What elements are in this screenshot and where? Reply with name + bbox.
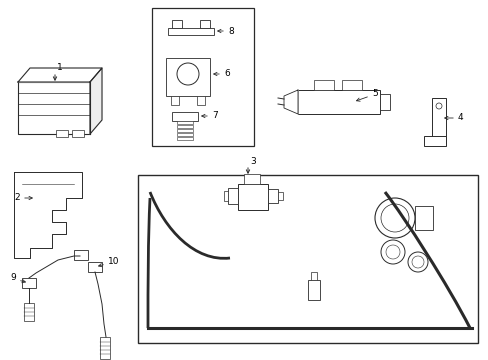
FancyBboxPatch shape <box>177 121 193 124</box>
FancyBboxPatch shape <box>74 250 88 260</box>
Text: 8: 8 <box>227 27 233 36</box>
Text: 7: 7 <box>212 112 217 121</box>
FancyBboxPatch shape <box>100 337 110 359</box>
FancyBboxPatch shape <box>423 136 445 146</box>
FancyBboxPatch shape <box>165 58 209 96</box>
FancyBboxPatch shape <box>238 184 267 210</box>
FancyBboxPatch shape <box>138 175 477 343</box>
Text: 10: 10 <box>108 257 119 266</box>
FancyBboxPatch shape <box>152 8 253 146</box>
FancyBboxPatch shape <box>177 133 193 136</box>
FancyBboxPatch shape <box>18 82 90 134</box>
FancyBboxPatch shape <box>414 206 432 230</box>
FancyBboxPatch shape <box>313 80 333 90</box>
Text: 5: 5 <box>371 89 377 98</box>
Text: 1: 1 <box>57 63 62 72</box>
FancyBboxPatch shape <box>379 94 389 110</box>
FancyBboxPatch shape <box>200 20 209 28</box>
FancyBboxPatch shape <box>297 90 379 114</box>
FancyBboxPatch shape <box>431 98 445 143</box>
FancyBboxPatch shape <box>341 80 361 90</box>
Polygon shape <box>90 68 102 134</box>
Text: 3: 3 <box>249 158 255 166</box>
FancyBboxPatch shape <box>172 112 198 121</box>
FancyBboxPatch shape <box>307 280 319 300</box>
Text: 9: 9 <box>10 274 16 283</box>
FancyBboxPatch shape <box>177 125 193 128</box>
Polygon shape <box>14 172 82 258</box>
FancyBboxPatch shape <box>24 303 34 321</box>
FancyBboxPatch shape <box>72 130 84 137</box>
FancyBboxPatch shape <box>278 192 283 200</box>
FancyBboxPatch shape <box>171 96 179 105</box>
FancyBboxPatch shape <box>56 130 68 137</box>
FancyBboxPatch shape <box>168 28 214 35</box>
FancyBboxPatch shape <box>177 129 193 132</box>
FancyBboxPatch shape <box>88 262 102 272</box>
FancyBboxPatch shape <box>310 272 316 280</box>
FancyBboxPatch shape <box>172 20 182 28</box>
FancyBboxPatch shape <box>244 174 260 184</box>
Polygon shape <box>18 68 102 82</box>
FancyBboxPatch shape <box>267 189 278 203</box>
Text: 4: 4 <box>457 113 463 122</box>
FancyBboxPatch shape <box>224 191 227 201</box>
FancyBboxPatch shape <box>22 278 36 288</box>
FancyBboxPatch shape <box>177 137 193 140</box>
Text: 6: 6 <box>224 69 229 78</box>
Polygon shape <box>284 90 297 114</box>
FancyBboxPatch shape <box>197 96 204 105</box>
Text: 2: 2 <box>14 194 20 202</box>
FancyBboxPatch shape <box>227 188 238 204</box>
